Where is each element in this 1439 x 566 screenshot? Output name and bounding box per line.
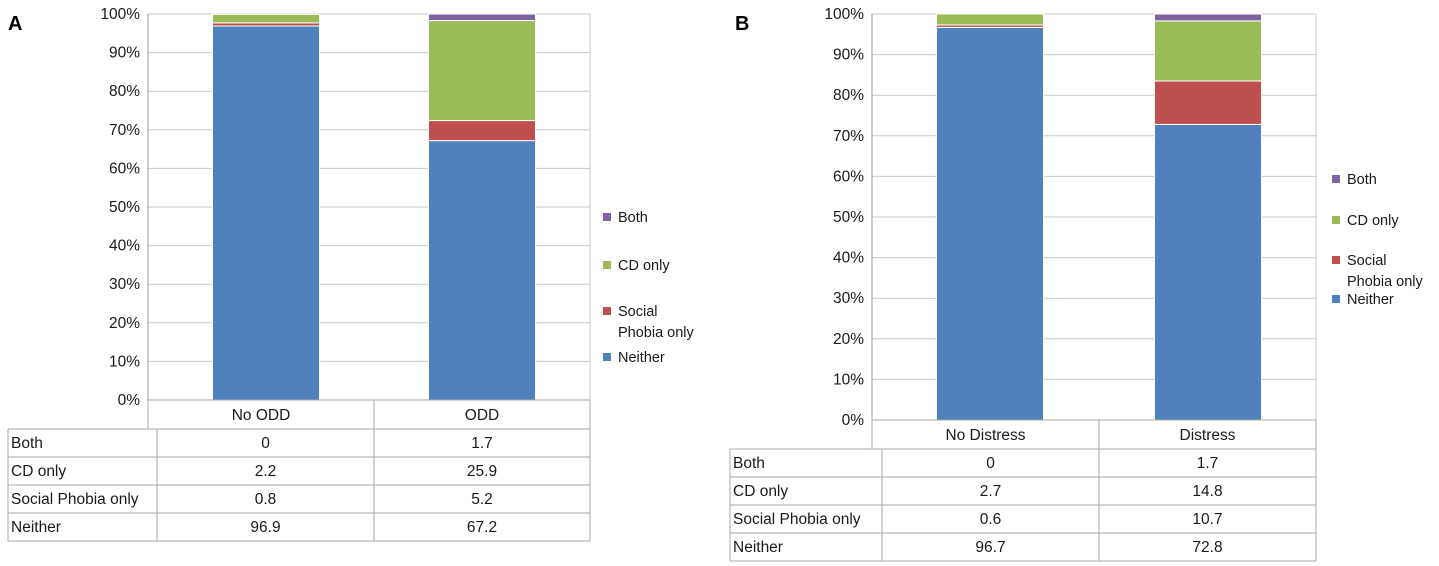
bar-segment-both-1 bbox=[1154, 13, 1262, 22]
panel-label: B bbox=[735, 13, 749, 35]
y-tick-label: 30% bbox=[833, 290, 864, 307]
legend-label: Neither bbox=[618, 350, 665, 366]
y-tick-label: 90% bbox=[109, 45, 140, 62]
table-row-label: Neither bbox=[733, 539, 783, 556]
y-tick-label: 0% bbox=[842, 412, 865, 429]
table-row-label: Social Phobia only bbox=[11, 491, 139, 508]
bar-segment-cd-only-0 bbox=[212, 13, 320, 24]
table-row-label: CD only bbox=[733, 483, 788, 500]
legend-swatch bbox=[1332, 216, 1340, 224]
table-cell-value: 0 bbox=[986, 455, 995, 472]
y-tick-label: 20% bbox=[833, 331, 864, 348]
y-tick-label: 100% bbox=[824, 6, 864, 23]
y-tick-label: 70% bbox=[833, 128, 864, 145]
y-tick-label: 90% bbox=[833, 47, 864, 64]
table-cell-value: 25.9 bbox=[467, 463, 497, 480]
legend-label: Phobia only bbox=[618, 325, 695, 341]
bar-segment-both-1 bbox=[428, 13, 536, 22]
legend-swatch bbox=[603, 353, 611, 361]
y-tick-label: 20% bbox=[109, 315, 140, 332]
legend-label: Social bbox=[618, 304, 658, 320]
table-cell-value: 14.8 bbox=[1192, 483, 1222, 500]
bar-segment-social-phobia-only-1 bbox=[1154, 80, 1262, 125]
legend-label: CD only bbox=[1347, 213, 1399, 229]
y-tick-label: 40% bbox=[833, 250, 864, 267]
y-tick-label: 40% bbox=[109, 238, 140, 255]
legend-swatch bbox=[1332, 256, 1340, 264]
y-tick-label: 0% bbox=[118, 392, 141, 409]
y-tick-label: 60% bbox=[109, 160, 140, 177]
table-cell-value: 5.2 bbox=[471, 491, 493, 508]
bar-segment-social-phobia-only-1 bbox=[428, 120, 536, 142]
y-tick-label: 30% bbox=[109, 276, 140, 293]
x-category-label: ODD bbox=[465, 407, 499, 424]
legend-label: Social bbox=[1347, 253, 1387, 269]
panel-label: A bbox=[8, 13, 22, 35]
table-row-label: Neither bbox=[11, 519, 61, 536]
bar-segment-neither-1 bbox=[428, 140, 536, 401]
legend-swatch bbox=[1332, 175, 1340, 183]
table-row-label: Both bbox=[11, 435, 43, 452]
y-tick-label: 80% bbox=[109, 83, 140, 100]
table-cell-value: 96.9 bbox=[250, 519, 280, 536]
bar-segment-neither-0 bbox=[212, 25, 320, 401]
y-tick-label: 60% bbox=[833, 168, 864, 185]
legend-swatch bbox=[603, 261, 611, 269]
bar-segment-neither-0 bbox=[936, 26, 1044, 421]
legend-label: CD only bbox=[618, 258, 670, 274]
legend-label: Both bbox=[1347, 172, 1377, 188]
table-cell-value: 96.7 bbox=[975, 539, 1005, 556]
y-tick-label: 70% bbox=[109, 122, 140, 139]
table-cell-value: 1.7 bbox=[1197, 455, 1219, 472]
bar-segment-neither-1 bbox=[1154, 123, 1262, 421]
table-cell-value: 1.7 bbox=[471, 435, 493, 452]
bar-segment-cd-only-0 bbox=[936, 13, 1044, 26]
table-row-label: Social Phobia only bbox=[733, 511, 861, 528]
table-cell-value: 0.8 bbox=[255, 491, 277, 508]
legend-swatch bbox=[603, 307, 611, 315]
table-cell-value: 67.2 bbox=[467, 519, 497, 536]
table-cell-value: 2.7 bbox=[980, 483, 1002, 500]
y-tick-label: 80% bbox=[833, 87, 864, 104]
chart-panel-a: A 0% 10% 20% 30% 40% 50% 60% 70% 80% 90% 100% No ODD… bbox=[7, 6, 695, 542]
y-tick-label: 50% bbox=[833, 209, 864, 226]
table-row-label: CD only bbox=[11, 463, 66, 480]
table-cell-value: 0 bbox=[261, 435, 270, 452]
table-cell-value: 72.8 bbox=[1192, 539, 1222, 556]
x-category-label: No Distress bbox=[945, 427, 1025, 444]
x-category-label: No ODD bbox=[232, 407, 291, 424]
x-category-label: Distress bbox=[1180, 427, 1236, 444]
bar-segment-cd-only-1 bbox=[1154, 20, 1262, 82]
legend-swatch bbox=[1332, 295, 1340, 303]
chart-panel-b: B 0% 10% 20% 30% 40% 50% 60% 70% 80% 90% 100% No Dis… bbox=[729, 6, 1424, 562]
table-cell-value: 0.6 bbox=[980, 511, 1002, 528]
y-tick-label: 10% bbox=[833, 371, 864, 388]
table-row-label: Both bbox=[733, 455, 765, 472]
table-cell-value: 10.7 bbox=[1192, 511, 1222, 528]
y-tick-label: 50% bbox=[109, 199, 140, 216]
table-cell-value: 2.2 bbox=[255, 463, 277, 480]
y-tick-label: 100% bbox=[100, 6, 140, 23]
legend-swatch bbox=[603, 213, 611, 221]
legend-label: Both bbox=[618, 210, 648, 226]
bar-segment-cd-only-1 bbox=[428, 20, 536, 122]
legend-label: Phobia only bbox=[1347, 274, 1424, 290]
y-tick-label: 10% bbox=[109, 353, 140, 370]
legend-label: Neither bbox=[1347, 292, 1394, 308]
